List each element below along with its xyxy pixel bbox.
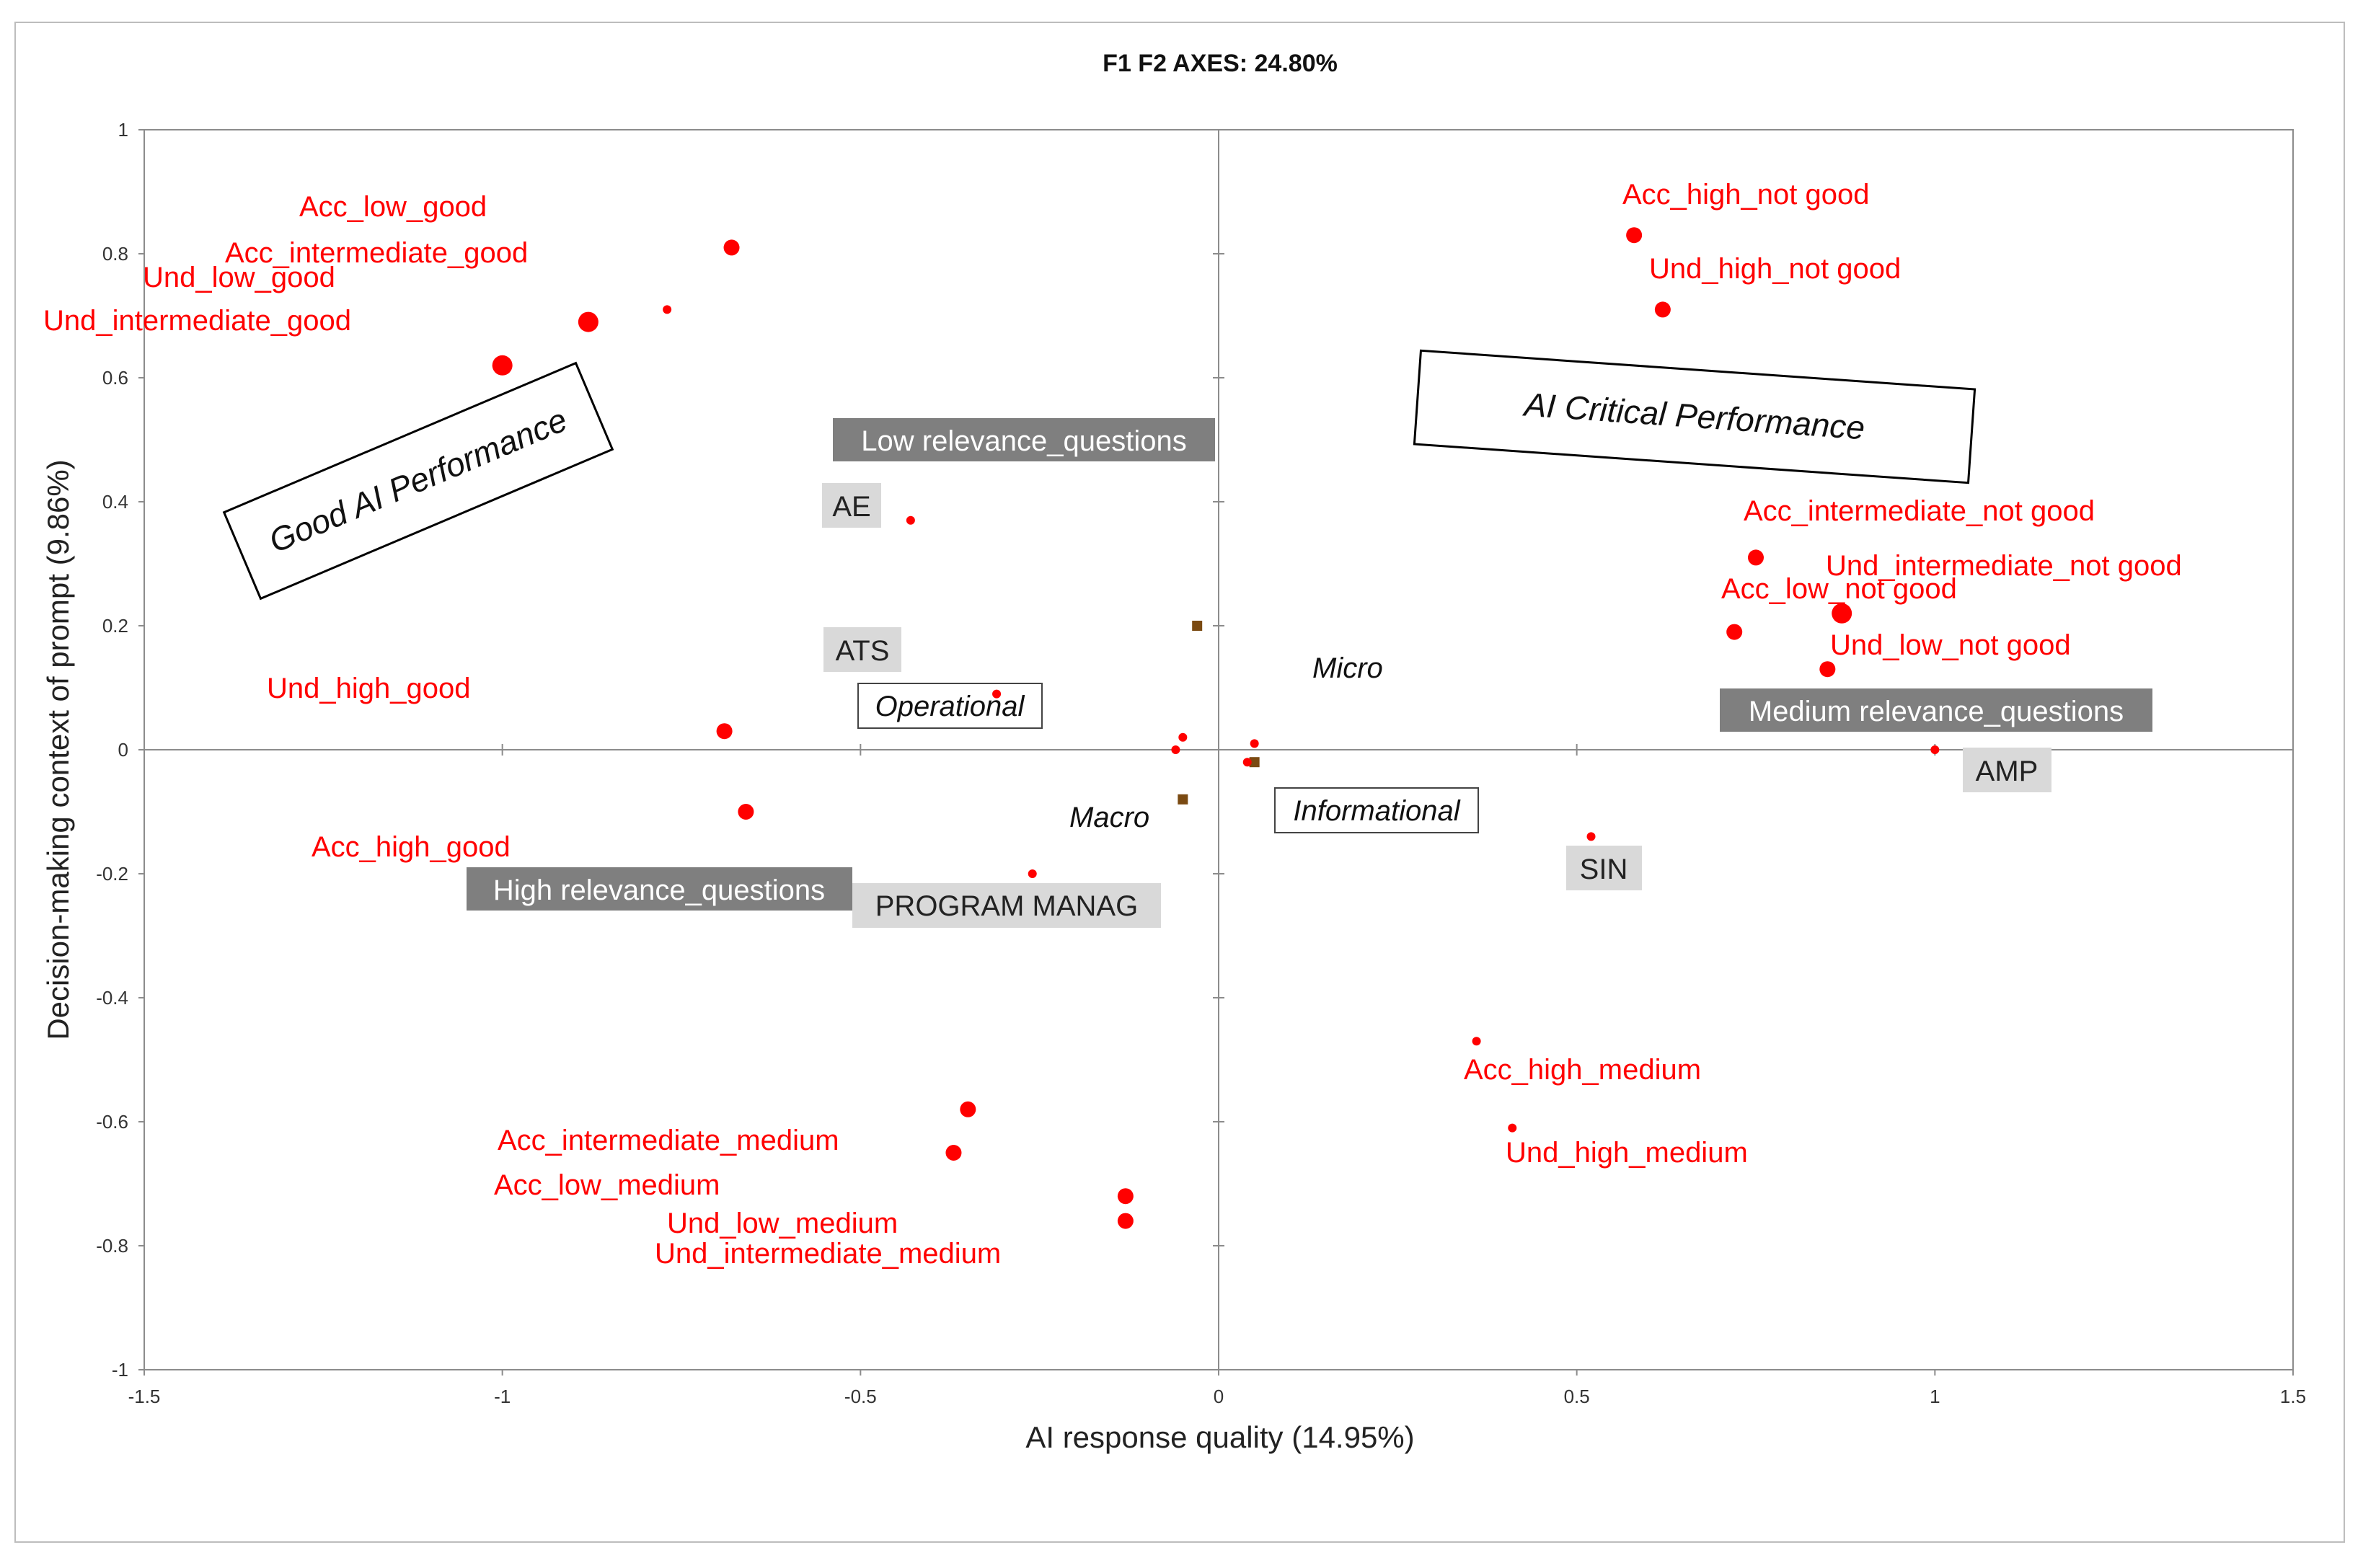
data-point-dot-j <box>1178 732 1188 742</box>
label-und-low-not-good: Und_low_not good <box>1830 629 2071 661</box>
data-point-dot-x <box>960 1101 976 1117</box>
ats-label: ATS <box>836 635 890 667</box>
label-acc-low-medium: Acc_low_medium <box>494 1169 720 1201</box>
data-point-dot-m <box>1242 758 1252 767</box>
y-tick-label: 0.6 <box>102 367 128 389</box>
low-relevance-box <box>833 418 1215 461</box>
good-ai-performance-box: Good AI Performance <box>222 361 614 601</box>
x-tick-label: 0.5 <box>1564 1386 1590 1407</box>
y-tick-label: 0.4 <box>102 491 128 513</box>
data-point-dot-u <box>1586 832 1596 841</box>
label-und-low-good: Und_low_good <box>143 262 335 293</box>
label-acc-intermediate-not-good: Acc_intermediate_not good <box>1744 495 2095 527</box>
x-tick-label: -0.5 <box>844 1386 877 1407</box>
low-relevance-label: Low relevance_questions <box>861 425 1186 457</box>
micro-label: Micro <box>1312 652 1383 684</box>
data-point-dot-d <box>492 355 513 376</box>
operational-label: Operational <box>875 691 1025 722</box>
data-point-dot-l <box>1250 739 1259 748</box>
label-acc-high-good: Acc_high_good <box>312 831 511 863</box>
data-point-dot-z <box>1117 1188 1134 1205</box>
data-point-dot-g <box>716 723 733 740</box>
ai-critical-performance-box: AI Critical Performance <box>1413 349 1976 484</box>
data-point-dot-f <box>992 689 1002 699</box>
label-acc-low-good: Acc_low_good <box>299 191 487 223</box>
data-point-dot-w <box>1508 1123 1517 1133</box>
data-point-dot-a <box>723 239 740 256</box>
label-acc-high-not-good: Acc_high_not good <box>1622 179 1870 211</box>
y-axis-label: Decision-making context of prompt (9.86%… <box>41 459 75 1040</box>
informational-label: Informational <box>1293 795 1460 827</box>
data-point-dot-t <box>1930 745 1940 754</box>
x-tick-label: -1.5 <box>128 1386 161 1407</box>
x-tick-label: 1 <box>1930 1386 1940 1407</box>
y-tick-label: 0.2 <box>102 615 128 637</box>
high-relevance-label: High relevance_questions <box>493 874 825 906</box>
data-point-dot-o <box>1654 301 1671 318</box>
chart-frame <box>14 22 2345 1543</box>
label-und-high-good: Und_high_good <box>267 673 470 704</box>
square-marker <box>1249 757 1260 768</box>
label-und-low-medium: Und_low_medium <box>667 1208 898 1239</box>
ae-label: AE <box>832 491 870 523</box>
medium-relevance-label: Medium relevance_questions <box>1749 696 2124 727</box>
data-point-dot-q <box>1832 603 1852 624</box>
label-acc-high-medium: Acc_high_medium <box>1464 1054 1701 1086</box>
y-tick-label: 1 <box>118 119 128 141</box>
y-tick-label: 0 <box>118 739 128 761</box>
data-point-dot-e <box>906 515 915 525</box>
data-point-dot-h <box>738 804 754 820</box>
y-tick-label: -0.8 <box>96 1235 128 1257</box>
label-acc-low-not-good: Acc_low_not good <box>1721 573 1957 605</box>
square-markers <box>1178 621 1260 805</box>
label-acc-intermediate-medium: Acc_intermediate_medium <box>498 1125 839 1156</box>
label-und-intermediate-not-good: Und_intermediate_not good <box>1826 550 2182 582</box>
amp-box <box>1963 748 2051 792</box>
x-tick-labels: -1.5 -1 -0.5 0 0.5 1 1.5 <box>128 1386 2306 1407</box>
informational-box <box>1274 787 1479 833</box>
data-point-dot-s <box>1819 661 1836 678</box>
amp-label: AMP <box>1976 756 2039 787</box>
ats-box <box>823 627 901 672</box>
label-und-high-not-good: Und_high_not good <box>1649 253 1901 285</box>
y-tick-label: -0.6 <box>96 1111 128 1133</box>
y-tick-label: 0.8 <box>102 243 128 265</box>
ae-box <box>822 483 881 528</box>
x-tick-label: -1 <box>494 1386 511 1407</box>
sin-label: SIN <box>1580 854 1628 885</box>
y-tick-labels: -1 -0.8 -0.6 -0.4 -0.2 0 0.2 0.4 0.6 0.8 1 <box>96 119 128 1381</box>
medium-relevance-box <box>1720 688 2152 732</box>
data-point-dot-v <box>1472 1037 1481 1046</box>
label-und-high-medium: Und_high_medium <box>1506 1137 1748 1169</box>
data-point-dot-r <box>1726 624 1743 640</box>
data-point-dot-c <box>578 311 599 332</box>
sin-box <box>1566 846 1642 890</box>
data-point-dot-i <box>1028 869 1037 878</box>
y-tick-label: -1 <box>112 1359 128 1381</box>
data-point-dot-k <box>1171 745 1180 754</box>
x-tick-label: 1.5 <box>2280 1386 2306 1407</box>
square-marker <box>1192 621 1203 631</box>
x-axis-label: AI response quality (14.95%) <box>1025 1420 1414 1454</box>
label-und-intermediate-medium: Und_intermediate_medium <box>655 1238 1001 1270</box>
chart-title: F1 F2 AXES: 24.80% <box>1103 50 1338 77</box>
data-point-dot-aa <box>1117 1213 1134 1229</box>
x-tick-label: 0 <box>1214 1386 1224 1407</box>
operational-box <box>857 683 1043 729</box>
y-tick-label: -0.4 <box>96 987 128 1009</box>
label-und-intermediate-good: Und_intermediate_good <box>43 305 351 337</box>
program-manag-box <box>852 883 1161 928</box>
label-acc-intermediate-good: Acc_intermediate_good <box>225 237 528 269</box>
data-point-dot-y <box>945 1145 962 1161</box>
square-marker <box>1178 794 1188 805</box>
macro-label: Macro <box>1069 802 1149 833</box>
data-point-dot-p <box>1748 549 1764 566</box>
y-tick-label: -0.2 <box>96 863 128 885</box>
high-relevance-box <box>467 867 852 911</box>
program-manag-label: PROGRAM MANAG <box>875 890 1138 922</box>
data-point-dot-b <box>663 305 672 314</box>
data-points <box>492 227 1940 1229</box>
data-point-dot-n <box>1626 227 1643 244</box>
